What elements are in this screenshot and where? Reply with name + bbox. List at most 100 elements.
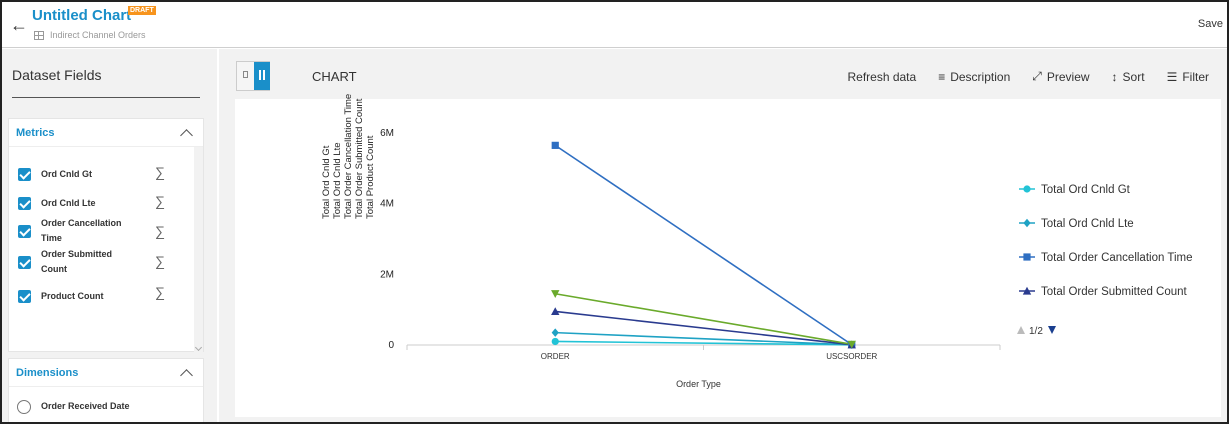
metric-label: Order Cancellation Time	[41, 218, 122, 243]
line-chart: 0 2M 4M 6M ORDER USCSORDER Order Type Total Ord…	[380, 128, 1192, 389]
dimensions-header[interactable]: Dimensions	[9, 359, 203, 387]
series-line	[555, 340, 852, 346]
data-point	[551, 337, 559, 346]
sort-label: Sort	[1122, 69, 1145, 84]
chevron-up-icon[interactable]	[180, 129, 193, 142]
chart-view-button[interactable]	[254, 62, 270, 90]
series-line	[555, 310, 852, 346]
y-tick-label: 2M	[380, 269, 394, 280]
filter-label: Filter	[1182, 69, 1209, 84]
legend-marker	[1023, 185, 1031, 193]
sum-icon[interactable]: ∑	[155, 193, 165, 209]
legend-page-label: 1/2	[1029, 326, 1043, 337]
metrics-header[interactable]: Metrics	[9, 119, 203, 147]
legend-next-icon[interactable]	[1048, 326, 1056, 334]
view-type-toggle[interactable]	[236, 61, 270, 91]
chevron-down-icon[interactable]	[194, 343, 203, 352]
dataset-fields-panel: Dataset Fields Metrics Ord Cnld Gt ∑ Ord…	[2, 49, 217, 422]
refresh-data-button[interactable]: Refresh data	[847, 69, 916, 84]
metrics-label: Metrics	[16, 127, 55, 139]
data-point	[551, 307, 560, 316]
dimension-label: Order Received Date	[41, 401, 130, 411]
description-label: Description	[950, 69, 1011, 84]
dataset-fields-title: Dataset Fields	[12, 67, 102, 83]
legend-marker	[1023, 253, 1031, 261]
legend-marker	[1023, 218, 1031, 228]
metric-label: Product Count	[41, 291, 104, 301]
metric-item[interactable]: Ord Cnld Gt	[18, 167, 136, 182]
data-point	[551, 328, 559, 337]
x-tick-label: ORDER	[541, 352, 570, 361]
metric-label: Order Submitted Count	[41, 249, 113, 274]
legend-label: Total Ord Cnld Lte	[1041, 218, 1134, 230]
legend-marker	[1022, 286, 1032, 295]
header-bar: ← Untitled Chart DRAFT Indirect Channel …	[2, 2, 1227, 48]
sum-icon[interactable]: ∑	[155, 164, 165, 180]
view-label: CHART	[312, 69, 357, 84]
y-axis-label: Total Ord Cnld Gt	[321, 145, 332, 219]
dataset-name: Indirect Channel Orders	[50, 30, 146, 40]
y-axis-label: Total Order Submitted Count	[354, 98, 365, 219]
metric-item[interactable]: Order Cancellation Time	[18, 216, 136, 246]
legend-label: Total Order Submitted Count	[1041, 286, 1188, 298]
lines-icon: ≡	[938, 69, 946, 84]
checkbox-checked[interactable]	[18, 255, 31, 269]
save-button[interactable]: Save	[1197, 18, 1223, 30]
sum-icon[interactable]: ∑	[155, 253, 165, 269]
checkbox-checked[interactable]	[18, 168, 31, 181]
y-axis-label: Total Ord Cnld Lte	[332, 142, 343, 219]
divider	[12, 97, 200, 98]
description-button[interactable]: ≡ Description	[938, 69, 1010, 84]
metrics-section: Metrics Ord Cnld Gt ∑ Ord Cnld Lte ∑ Ord…	[8, 118, 204, 352]
checkbox-checked[interactable]	[18, 224, 31, 238]
draft-badge: DRAFT	[128, 6, 156, 15]
back-arrow-icon[interactable]: ←	[10, 15, 28, 35]
checkbox-checked[interactable]	[18, 197, 31, 210]
dimensions-section: Dimensions Order Received Date	[8, 358, 204, 422]
data-point	[551, 290, 560, 298]
checkbox-checked[interactable]	[18, 290, 31, 303]
y-tick-label: 6M	[380, 128, 394, 139]
y-tick-label: 0	[388, 340, 394, 351]
metric-item[interactable]: Product Count	[18, 289, 136, 304]
sort-arrows-icon: ↕	[1111, 69, 1118, 84]
series-line	[555, 331, 852, 346]
table-icon	[243, 71, 248, 78]
x-tick-label: USCSORDER	[826, 352, 877, 361]
radio-button[interactable]	[17, 399, 31, 414]
filter-button[interactable]: ☰ Filter	[1167, 69, 1209, 84]
legend-label: Total Order Cancellation Time	[1041, 252, 1192, 264]
y-axis-label: Total Product Count	[365, 135, 376, 219]
sort-button[interactable]: ↕ Sort	[1112, 69, 1145, 84]
metric-item[interactable]: Order Submitted Count	[18, 247, 136, 277]
dimension-item[interactable]: Order Received Date	[17, 399, 181, 414]
chart-title[interactable]: Untitled Chart	[32, 7, 132, 24]
legend-prev-icon[interactable]	[1017, 326, 1025, 334]
y-axis-labels: Total Ord Cnld Gt Total Ord Cnld Lte Tot…	[321, 93, 376, 219]
preview-label: Preview	[1046, 69, 1090, 84]
data-point	[847, 340, 856, 349]
series-line	[555, 292, 852, 346]
table-view-button[interactable]	[237, 62, 254, 90]
sum-icon[interactable]: ∑	[155, 223, 165, 239]
dimensions-label: Dimensions	[16, 367, 79, 379]
y-axis-label: Total Order Cancellation Time	[343, 93, 354, 219]
metric-label: Ord Cnld Lte	[41, 198, 96, 208]
chevron-up-icon[interactable]	[180, 369, 193, 382]
sum-icon[interactable]: ∑	[155, 284, 165, 300]
metrics-scrollbar[interactable]	[194, 147, 203, 352]
legend-label: Total Ord Cnld Gt	[1041, 184, 1131, 196]
chart-toolbar: Refresh data ≡ Description ⤢ Preview ↕ S…	[847, 69, 1209, 84]
bar-chart-icon	[259, 70, 265, 80]
chart-workspace: CHART Refresh data ≡ Description ⤢ Previ…	[219, 49, 1227, 422]
chart-canvas: 0 2M 4M 6M ORDER USCSORDER Order Type Total Ord…	[235, 93, 1221, 417]
y-tick-label: 4M	[380, 199, 394, 210]
table-icon	[34, 30, 44, 40]
series-line	[554, 144, 853, 346]
dataset-source: Indirect Channel Orders	[34, 30, 146, 40]
expand-icon: ⤢	[1032, 69, 1042, 83]
x-axis-title: Order Type	[676, 379, 721, 389]
filter-icon: ☰	[1166, 69, 1178, 84]
metric-item[interactable]: Ord Cnld Lte	[18, 196, 136, 211]
preview-button[interactable]: ⤢ Preview	[1032, 69, 1089, 84]
